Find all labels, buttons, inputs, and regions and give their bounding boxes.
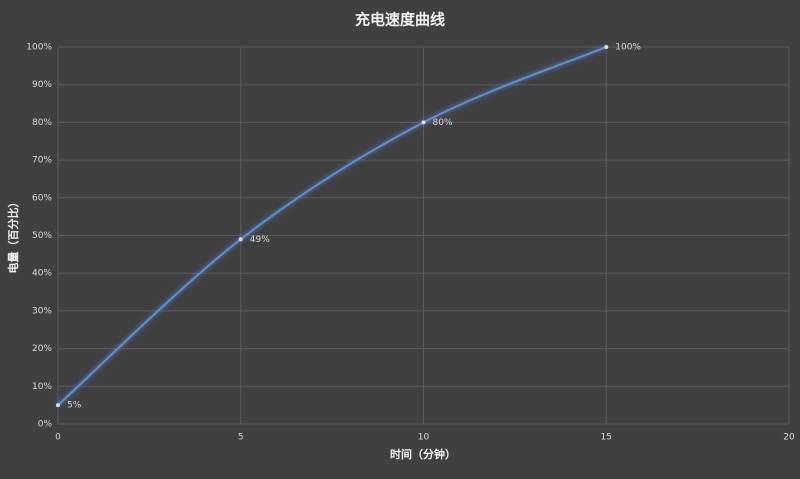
y-axis-title: 电量（百分比） [6,197,20,274]
y-tick-label: 30% [32,306,52,316]
data-label: 100% [615,43,641,53]
chart-title: 充电速度曲线 [355,11,445,29]
y-tick-label: 60% [32,193,52,203]
y-tick-label: 100% [26,43,52,53]
point [56,403,60,408]
point [421,120,426,125]
y-tick-label: 10% [32,382,52,392]
x-tick-label: 10 [418,433,430,443]
x-tick-label: 5 [238,433,244,443]
y-tick-label: 0% [38,420,53,430]
y-tick-label: 90% [32,80,52,90]
data-label: 49% [250,235,270,245]
y-tick-label: 80% [32,118,52,128]
y-tick-label: 40% [32,269,52,279]
x-tick-label: 20 [783,433,795,443]
data-label: 5% [67,401,82,411]
x-axis-title: 时间（分钟） [390,447,456,461]
line [57,46,607,406]
y-tick-label: 20% [32,344,52,354]
point [604,45,609,49]
y-tick-label: 50% [32,231,52,241]
data-label: 80% [433,118,453,128]
y-tick-label: 70% [32,156,52,166]
x-tick-label: 0 [55,433,61,443]
x-tick-label: 15 [601,433,612,443]
point [238,237,243,242]
